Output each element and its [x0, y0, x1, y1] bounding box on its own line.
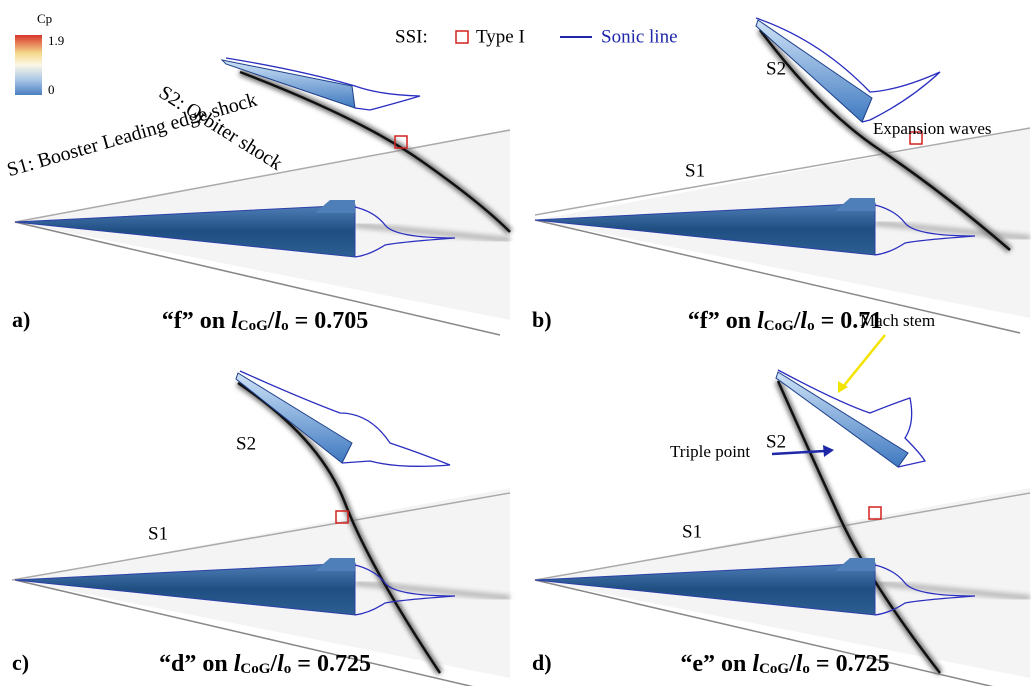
legend-marker-label: Type I	[476, 26, 525, 47]
caption-part: on	[200, 308, 225, 334]
annotation: S2	[766, 431, 786, 452]
caption-part: = 0.725	[297, 651, 371, 677]
caption-part: CoG	[238, 318, 268, 334]
colorbar-max: 1.9	[48, 33, 64, 48]
annotation: S1	[685, 160, 705, 181]
annotation: S2	[236, 433, 256, 454]
caption-part: on	[202, 651, 227, 677]
arrow	[842, 335, 885, 388]
annotation: S1	[148, 523, 168, 544]
colorbar-min: 0	[48, 82, 55, 97]
caption-part: “e”	[680, 651, 715, 677]
annotation: Expansion waves	[873, 119, 992, 138]
caption-part: o	[281, 318, 289, 334]
caption-part: CoG	[759, 661, 789, 677]
caption-part: = 0.705	[295, 308, 369, 334]
caption-part: CoG	[240, 661, 270, 677]
legend-line-label: Sonic line	[601, 26, 678, 47]
annotation: Mach stem	[860, 311, 935, 330]
annotation: S2	[766, 58, 786, 79]
colorbar-label: Cp	[37, 11, 52, 26]
figure: S2: Orbiter shockS1: Booster Leading edg…	[0, 0, 1031, 686]
caption-part: “f”	[688, 308, 720, 334]
caption-part: = 0.725	[816, 651, 890, 677]
legend: SSI: Type I Sonic line	[395, 26, 678, 47]
panel-label: c)	[12, 650, 29, 675]
caption-part: o	[284, 661, 292, 677]
panel-label: d)	[532, 650, 552, 675]
legend-marker	[456, 31, 468, 43]
colorbar-scale	[15, 35, 42, 95]
arrowhead	[823, 445, 834, 457]
legend-prefix: SSI:	[395, 26, 428, 47]
caption-part: on	[721, 651, 746, 677]
panel-label: b)	[532, 307, 552, 332]
annotation: S1	[682, 521, 702, 542]
caption-part: on	[726, 308, 751, 334]
caption-part: “f”	[162, 308, 194, 334]
caption-part: “d”	[159, 651, 196, 677]
caption-part: o	[802, 661, 810, 677]
colorbar: Cp 1.9 0	[15, 11, 64, 97]
panel-label: a)	[12, 307, 30, 332]
annotation: Triple point	[670, 442, 750, 461]
caption-part: o	[807, 318, 815, 334]
caption-part: CoG	[764, 318, 794, 334]
